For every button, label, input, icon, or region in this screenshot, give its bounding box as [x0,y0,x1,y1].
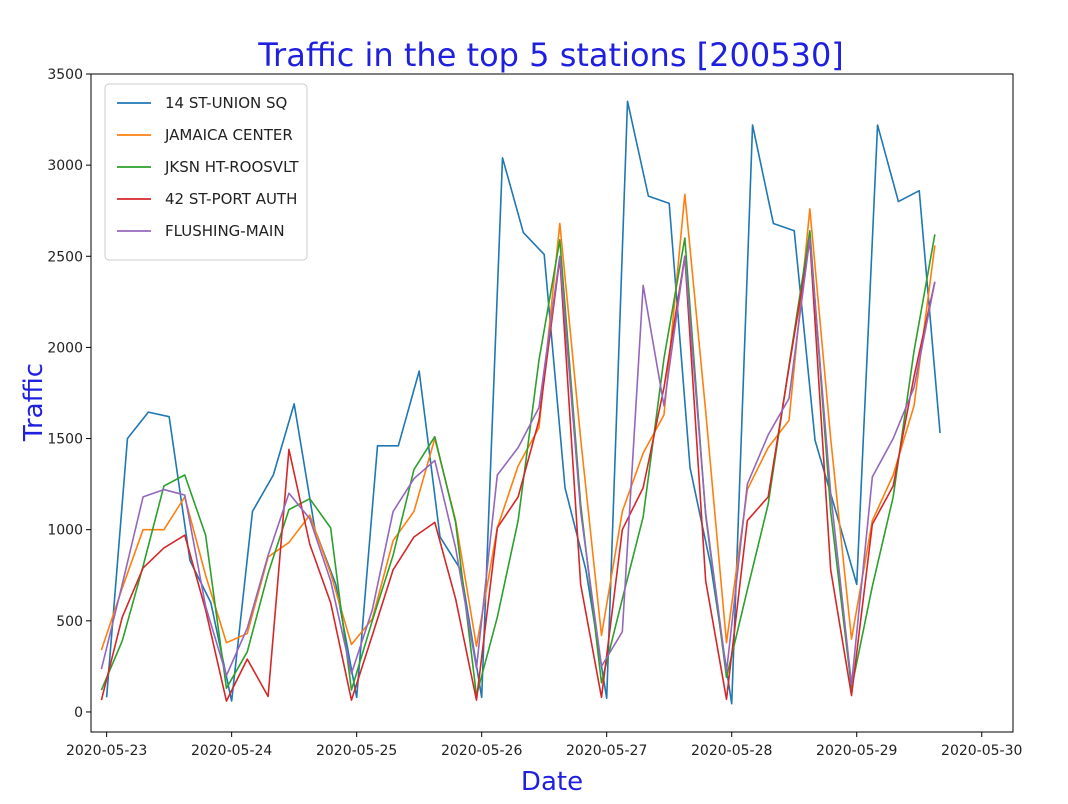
y-tick-label: 0 [74,705,83,721]
legend-label: FLUSHING-MAIN [165,222,285,240]
series-line-5 [100,237,936,686]
x-tick-label: 2020-05-26 [441,743,522,759]
y-tick-label: 3500 [47,67,83,83]
y-tick-label: 2500 [47,249,83,265]
legend-label: 14 ST-UNION SQ [165,94,287,112]
legend-label: 42 ST-PORT AUTH [165,190,297,208]
y-tick-label: 3000 [47,158,83,174]
legend: 14 ST-UNION SQ JAMAICA CENTER JKSN HT-ROOS… [104,83,308,261]
legend-label: JKSN HT-ROOSVLT [164,158,299,176]
legend-label: JAMAICA CENTER [164,126,293,144]
chart-title: Traffic in the top 5 stations [200530] [257,36,844,74]
x-tick-label: 2020-05-23 [66,743,147,759]
x-tick-label: 2020-05-27 [566,743,647,759]
x-tick-label: 2020-05-25 [316,743,397,759]
y-axis-label: Traffic [19,363,49,442]
x-axis-label: Date [521,767,583,797]
series-group [100,100,941,705]
axes: 0 500 1000 1500 2000 2500 3000 3500 2020-05-23 20… [47,67,1022,759]
plot-frame [90,73,1014,733]
legend-box [104,83,308,261]
y-tick-label: 1500 [47,432,83,448]
y-tick-label: 2000 [47,340,83,356]
x-tick-label: 2020-05-29 [816,743,897,759]
series-line-4 [100,239,936,702]
x-tick-label: 2020-05-24 [191,743,272,759]
y-tick-label: 500 [56,614,83,630]
x-tick-label: 2020-05-30 [941,743,1022,759]
y-tick-label: 1000 [47,523,83,539]
x-tick-label: 2020-05-28 [691,743,772,759]
